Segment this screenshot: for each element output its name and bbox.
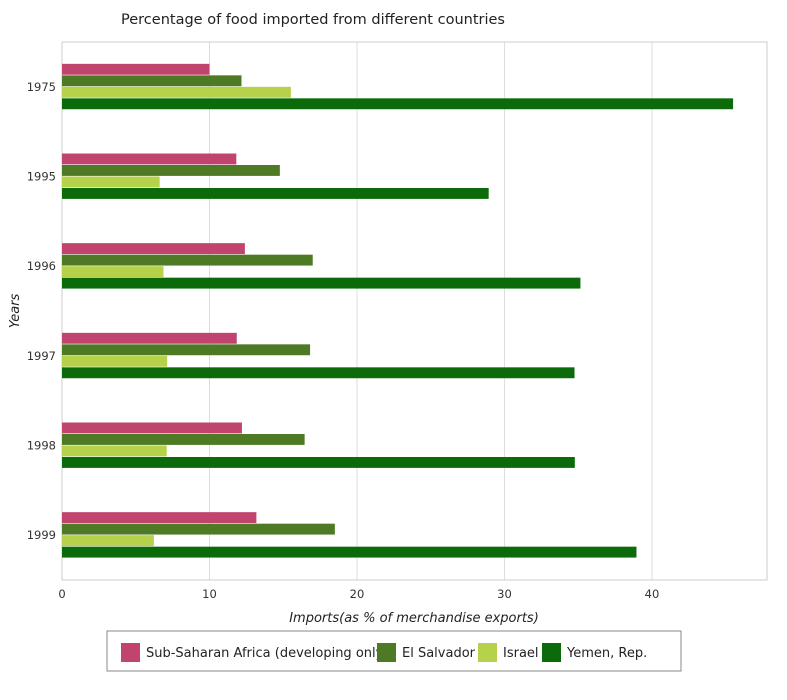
y-tick-label: 1995: [27, 170, 56, 184]
bar: [62, 98, 734, 110]
bar: [62, 367, 575, 379]
bar: [62, 243, 245, 255]
x-tick-label: 10: [202, 587, 217, 601]
y-tick-label: 1996: [27, 259, 56, 273]
y-tick-label: 1998: [27, 439, 56, 453]
bar: [62, 434, 305, 445]
bar: [62, 165, 280, 176]
bars: [62, 63, 734, 558]
x-tick-label: 40: [645, 587, 660, 601]
y-tick-label: 1999: [27, 528, 56, 542]
bar: [62, 332, 237, 344]
bar: [62, 254, 313, 266]
y-tick-label: 1975: [27, 80, 56, 94]
x-tick-labels: 0 10 20 30 40: [58, 587, 659, 601]
bar: [62, 445, 167, 457]
bar: [62, 535, 154, 547]
bar: [62, 86, 291, 98]
x-tick-label: 30: [497, 587, 512, 601]
y-axis-label: Years: [8, 293, 23, 328]
chart-title: Percentage of food imported from differe…: [121, 12, 505, 28]
legend-label: Israel: [503, 646, 539, 661]
bar: [62, 63, 210, 75]
grid: [61, 42, 653, 580]
y-tick-label: 1997: [27, 349, 56, 363]
x-tick-label: 0: [58, 587, 65, 601]
legend-swatch: [121, 643, 140, 662]
legend: Sub-Saharan Africa (developing only) El S…: [106, 630, 682, 672]
legend-label: Sub-Saharan Africa (developing only): [146, 646, 388, 661]
bar: [62, 75, 242, 87]
bar: [62, 277, 581, 289]
bar: [62, 188, 489, 199]
bar: [62, 523, 335, 535]
bar: [62, 176, 160, 188]
legend-label: El Salvador: [402, 646, 476, 661]
legend-swatch: [377, 643, 396, 662]
x-axis-label: Imports(as % of merchandise exports): [289, 611, 539, 626]
bar: [62, 422, 242, 434]
bar: [62, 266, 164, 278]
bar: [62, 344, 311, 356]
legend-label: Yemen, Rep.: [566, 646, 647, 661]
bar: [62, 546, 637, 558]
plot-area: [61, 41, 768, 581]
bar: [62, 153, 237, 165]
bar: [62, 355, 168, 367]
bar: [62, 512, 257, 524]
x-tick-label: 20: [350, 587, 365, 601]
y-tick-labels: 1975 1995 1996 1997 1998 1999: [27, 80, 56, 542]
legend-swatch: [478, 643, 497, 662]
bar: [62, 457, 575, 468]
legend-swatch: [542, 643, 561, 662]
